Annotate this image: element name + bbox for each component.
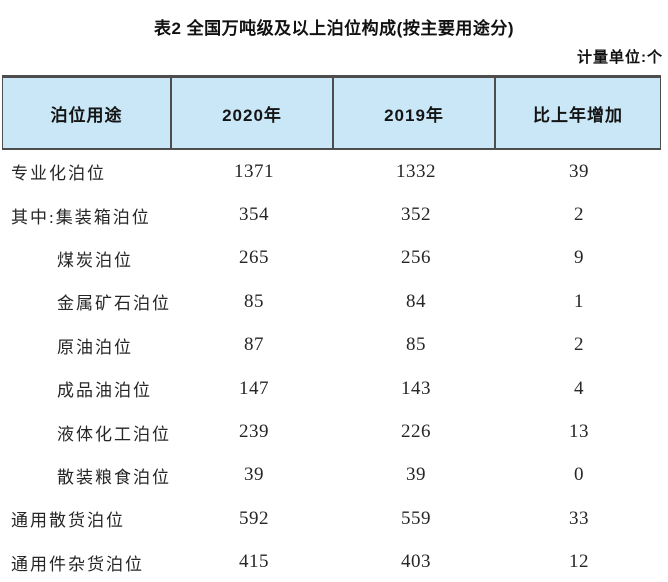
cell-2020: 87 [244, 334, 264, 356]
cell-delta: 12 [569, 551, 589, 573]
table-row: 煤炭泊位 265 256 9 [2, 237, 661, 280]
row-label: 煤炭泊位 [57, 250, 133, 270]
cell-delta: 2 [574, 334, 584, 356]
cell-2020: 415 [239, 551, 269, 573]
cell-2020: 239 [239, 421, 269, 443]
berth-table: 泊位用途 2020年 2019年 比上年增加 专业化泊位 1371 1332 3… [2, 75, 661, 582]
header-cell-2020: 2020年 [172, 78, 334, 148]
table-row: 金属矿石泊位 85 84 1 [2, 280, 661, 323]
row-label: 散装粮食泊位 [57, 467, 171, 487]
table-row: 成品油泊位 147 143 4 [2, 367, 661, 410]
row-label: 通用件杂货泊位 [11, 554, 144, 574]
table-body: 专业化泊位 1371 1332 39 其中:集装箱泊位 354 352 2 煤炭… [2, 150, 661, 582]
header-cell-delta: 比上年增加 [533, 105, 623, 125]
row-label: 原油泊位 [57, 337, 133, 357]
cell-2019: 226 [401, 421, 431, 443]
cell-2020: 592 [239, 507, 269, 529]
table-row: 原油泊位 87 85 2 [2, 324, 661, 367]
cell-2020: 354 [239, 204, 269, 226]
cell-2019: 39 [406, 464, 426, 486]
cell-delta: 4 [574, 377, 584, 399]
header-cell-usage: 泊位用途 [3, 78, 172, 148]
table-row: 通用散货泊位 592 559 33 [2, 497, 661, 540]
cell-2019: 84 [406, 290, 426, 312]
row-label: 金属矿石泊位 [57, 294, 171, 314]
cell-2020: 39 [244, 464, 264, 486]
table-row: 专业化泊位 1371 1332 39 [2, 150, 661, 193]
cell-2019: 85 [406, 334, 426, 356]
cell-delta: 2 [574, 204, 584, 226]
unit-label: 计量单位:个 [577, 49, 663, 66]
row-label: 专业化泊位 [11, 164, 106, 184]
cell-2019: 559 [401, 507, 431, 529]
cell-2019: 1332 [396, 160, 436, 182]
table-header-row: 泊位用途 2020年 2019年 比上年增加 [2, 75, 661, 150]
cell-2020: 1371 [234, 160, 274, 182]
cell-delta: 9 [574, 247, 584, 269]
table-row: 散装粮食泊位 39 39 0 [2, 454, 661, 497]
cell-delta: 39 [569, 160, 589, 182]
cell-2019: 143 [401, 377, 431, 399]
cell-2020: 147 [239, 377, 269, 399]
row-label: 通用散货泊位 [11, 511, 125, 531]
row-label: 成品油泊位 [57, 381, 152, 401]
row-label: 其中:集装箱泊位 [11, 207, 151, 227]
cell-2019: 352 [401, 204, 431, 226]
table-row: 通用件杂货泊位 415 403 12 [2, 541, 661, 582]
cell-2019: 256 [401, 247, 431, 269]
cell-delta: 0 [574, 464, 584, 486]
cell-delta: 33 [569, 507, 589, 529]
cell-delta: 13 [569, 421, 589, 443]
table-row: 其中:集装箱泊位 354 352 2 [2, 193, 661, 236]
cell-2020: 265 [239, 247, 269, 269]
row-label: 液体化工泊位 [57, 424, 171, 444]
cell-2019: 403 [401, 551, 431, 573]
header-cell-2019: 2019年 [334, 78, 496, 148]
cell-delta: 1 [574, 290, 584, 312]
cell-2020: 85 [244, 290, 264, 312]
table-row: 液体化工泊位 239 226 13 [2, 410, 661, 453]
page-title: 表2 全国万吨级及以上泊位构成(按主要用途分) [154, 19, 514, 38]
